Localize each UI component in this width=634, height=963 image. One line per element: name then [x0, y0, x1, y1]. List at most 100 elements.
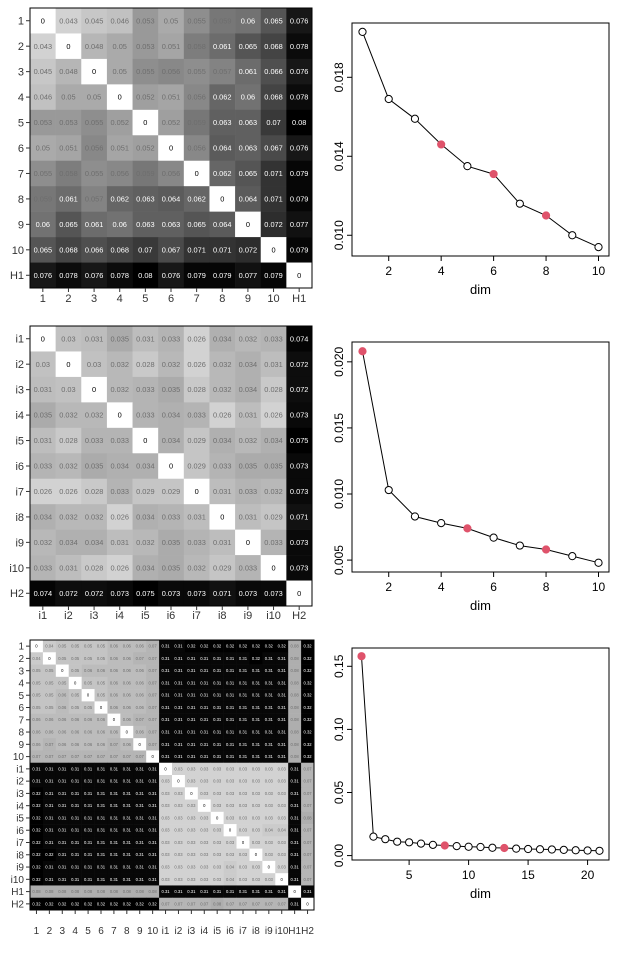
heatmap-cell-label: 0.05: [87, 93, 101, 102]
heatmap-cell-label: 0.03: [239, 803, 248, 808]
heatmap-cell: [133, 885, 147, 899]
heatmap-cell: [172, 664, 186, 678]
heatmap-cell: [55, 478, 82, 505]
heatmap-cell: [133, 652, 147, 665]
heatmap-cell-label: 0.32: [303, 730, 312, 735]
heatmap-cell: [262, 836, 276, 849]
heatmap-cell-label: 0: [229, 828, 232, 833]
heatmap-cell: [94, 676, 108, 690]
col-label: i9: [265, 926, 273, 937]
heatmap-cell: [209, 262, 236, 289]
heatmap-cell-label: 0.31: [110, 815, 119, 820]
heatmap-cell-label: 0.31: [187, 730, 196, 735]
heatmap-cell: [209, 427, 236, 454]
heatmap-cell-label: 0.053: [136, 16, 155, 25]
heatmap-cell: [301, 762, 315, 776]
heatmap-cell: [210, 787, 224, 800]
heatmap-cell-label: 0.06: [136, 680, 145, 685]
heatmap-cell-label: 0.06: [84, 730, 93, 735]
heatmap-cell: [275, 676, 289, 690]
heatmap-cell-label: 0.033: [110, 436, 129, 445]
heatmap-cell: [223, 836, 237, 849]
heatmap-cell: [30, 713, 44, 727]
heatmap-cell: [132, 504, 159, 530]
heatmap-cell: [94, 897, 108, 911]
heatmap-cell-label: 0.31: [213, 742, 222, 747]
heatmap-cell: [146, 787, 160, 800]
col-label: i2: [175, 926, 183, 937]
heatmap-cell: [158, 160, 185, 187]
heatmap-cell-label: 0.029: [187, 462, 206, 471]
heatmap-cell-label: 0.31: [226, 717, 235, 722]
row-label: 10: [13, 752, 25, 763]
heatmap-cell: [197, 775, 212, 788]
highlighted-point: [437, 140, 446, 149]
heatmap-cell: [235, 504, 262, 530]
heatmap-cell: [55, 676, 70, 690]
heatmap-cell-label: 0.06: [136, 668, 145, 673]
heatmap-cell-label: 0.079: [264, 271, 283, 280]
heatmap-cell-label: 0.032: [85, 411, 104, 420]
heatmap-cell-label: 0.32: [58, 901, 67, 906]
heatmap-cell-label: 0.31: [213, 668, 222, 673]
heatmap-cell: [107, 787, 121, 800]
heatmap-cell: [106, 8, 133, 34]
heatmap-cell: [120, 701, 134, 714]
heatmap-cell: [55, 811, 70, 825]
heatmap-cell-label: 0.026: [187, 334, 206, 343]
row-label: 10: [12, 245, 24, 257]
heatmap-cell-label: 0.32: [303, 656, 312, 661]
heatmap-cell: [172, 775, 186, 788]
heatmap-cell-label: 0.03: [239, 815, 248, 820]
heatmap-cell: [94, 762, 108, 776]
heatmap-cell: [107, 775, 121, 788]
heatmap-cell: [159, 640, 173, 653]
heatmap-cell: [275, 787, 289, 800]
heatmap-cell-label: 0.07: [226, 901, 235, 906]
heatmap-cell-label: 0.034: [264, 436, 283, 445]
heatmap-cell: [260, 351, 287, 378]
heatmap-cell-label: 0.076: [290, 144, 309, 153]
heatmap-cell-label: 0.06: [36, 220, 50, 229]
heatmap-cell: [172, 750, 186, 764]
heatmap-cell-label: 0.068: [264, 93, 283, 102]
heatmap-cell: [260, 376, 287, 403]
heatmap-cell: [262, 885, 276, 899]
heatmap-cell: [132, 186, 159, 212]
heatmap-cell: [81, 8, 108, 34]
heatmap-cell-label: 0.03: [252, 877, 261, 882]
heatmap-cell-label: 0.31: [97, 779, 106, 784]
heatmap-cell: [260, 326, 287, 352]
heatmap-cell-label: 0.05: [71, 668, 80, 673]
heatmap-cell: [288, 873, 302, 886]
heatmap-cell-label: 0.074: [34, 589, 53, 598]
heatmap-cell-label: 0.31: [226, 705, 235, 710]
heatmap-cell: [184, 689, 199, 702]
heatmap-cell-label: 0.31: [149, 791, 158, 796]
heatmap-cell-label: 0.31: [71, 877, 80, 882]
heatmap-cell: [81, 326, 108, 352]
heatmap-cell: [223, 689, 237, 702]
heatmap-cell: [197, 873, 212, 886]
heatmap-cell-label: 0.029: [187, 436, 206, 445]
heatmap-cell: [81, 836, 95, 849]
heatmap-cell: [275, 664, 289, 678]
y-tick-label: 0.010: [332, 479, 346, 509]
heatmap-cell: [132, 33, 159, 60]
heatmap-cell-label: 0.31: [291, 901, 300, 906]
heatmap-cell: [209, 8, 236, 34]
heatmap-cell: [146, 848, 160, 862]
heatmap-cell-label: 0.03: [213, 803, 222, 808]
heatmap-cell-label: 0.032: [136, 538, 155, 547]
heatmap-cell-label: 0.32: [32, 852, 41, 857]
heatmap-cell-label: 0.31: [239, 730, 248, 735]
heatmap-cell: [301, 701, 315, 714]
plot-box: [351, 647, 610, 861]
heatmap-cell-label: 0.064: [213, 144, 232, 153]
heatmap-cell-label: 0.07: [265, 901, 274, 906]
heatmap-cell-label: 0: [139, 742, 142, 747]
heatmap-cell: [158, 529, 185, 556]
heatmap-cell-label: 0.32: [45, 852, 54, 857]
heatmap-cell: [209, 402, 236, 429]
